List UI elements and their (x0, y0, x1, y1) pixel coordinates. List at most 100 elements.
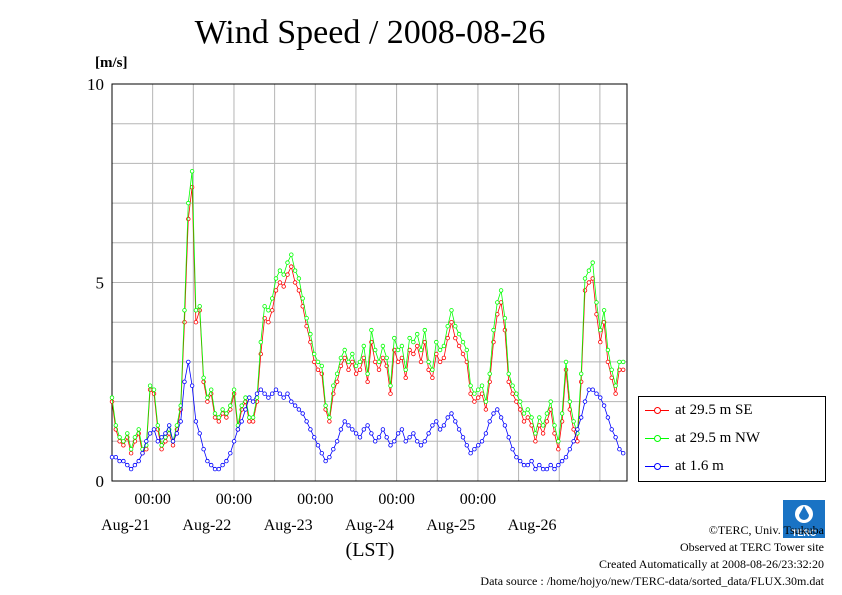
data-point-2 (468, 451, 473, 456)
data-point-0 (506, 379, 511, 384)
data-point-1 (548, 399, 553, 404)
data-point-1 (361, 343, 366, 349)
data-point-1 (292, 268, 298, 273)
data-point-1 (468, 383, 473, 388)
data-point-1 (285, 260, 290, 265)
data-point-0 (388, 391, 393, 396)
data-point-1 (353, 363, 359, 369)
data-point-1 (621, 359, 626, 365)
data-point-0 (598, 339, 603, 345)
data-point-0 (289, 264, 294, 269)
data-point-0 (266, 320, 271, 325)
data-point-1 (220, 407, 225, 412)
data-point-0 (189, 184, 195, 190)
data-point-2 (292, 403, 298, 408)
data-point-0 (510, 391, 515, 396)
data-point-0 (373, 359, 378, 365)
data-point-2 (166, 423, 172, 428)
data-point-2 (556, 462, 561, 468)
data-point-1 (613, 383, 618, 388)
data-point-2 (453, 419, 458, 424)
data-point-1 (289, 252, 294, 257)
data-point-2 (441, 423, 447, 428)
data-point-2 (308, 427, 313, 432)
data-point-2 (350, 427, 355, 432)
data-point-2 (434, 419, 439, 424)
data-point-0 (281, 284, 286, 289)
data-point-0 (277, 280, 283, 285)
x-tick-time-label: 00:00 (378, 491, 414, 508)
data-point-1 (552, 423, 557, 428)
legend: at 29.5 m SE at 29.5 m NW at 1.6 m (638, 396, 826, 482)
data-point-1 (281, 272, 286, 277)
data-point-2 (373, 439, 378, 444)
data-point-1 (193, 308, 199, 313)
data-point-0 (445, 335, 450, 341)
x-tick-time-label: 00:00 (134, 491, 170, 508)
data-point-1 (415, 331, 420, 337)
data-point-1 (609, 367, 614, 372)
data-point-0 (250, 419, 256, 424)
data-point-0 (468, 391, 473, 396)
data-point-0 (159, 447, 164, 452)
data-point-0 (437, 359, 443, 365)
footer-source: Data source : /home/hojyo/new/TERC-data/… (480, 574, 824, 588)
data-point-1 (460, 339, 466, 345)
data-point-0 (575, 439, 580, 444)
data-point-1 (113, 423, 118, 428)
data-point-2 (476, 443, 481, 448)
legend-label-ground: at 1.6 m (675, 457, 724, 474)
data-point-0 (353, 371, 359, 376)
data-point-1 (312, 351, 317, 357)
data-point-1 (395, 347, 401, 353)
data-point-1 (189, 169, 195, 174)
data-point-2 (273, 387, 279, 392)
data-point-2 (258, 387, 263, 392)
data-point-1 (445, 324, 450, 329)
data-point-2 (174, 431, 180, 436)
data-point-1 (479, 383, 485, 388)
data-point-2 (128, 466, 134, 472)
data-point-0 (327, 419, 332, 424)
data-point-0 (411, 351, 416, 357)
footer-copyright: ©TERC, Univ. Tsukuba (708, 523, 824, 537)
data-point-0 (579, 379, 584, 384)
data-point-0 (216, 419, 221, 424)
data-point-2 (182, 379, 187, 384)
x-tick-date-label: Aug-25 (426, 517, 475, 534)
data-point-0 (205, 399, 210, 404)
data-point-1 (540, 423, 546, 428)
data-point-2 (510, 447, 515, 452)
data-point-2 (243, 407, 248, 412)
data-point-1 (224, 411, 229, 416)
data-point-1 (476, 387, 481, 392)
data-point-1 (308, 331, 313, 337)
data-point-0 (621, 367, 626, 372)
data-point-0 (365, 379, 370, 384)
data-point-1 (590, 260, 595, 265)
data-point-2 (437, 427, 443, 432)
data-point-0 (403, 375, 408, 380)
legend-swatch-se (645, 403, 669, 417)
data-point-2 (342, 419, 347, 424)
data-point-1 (605, 347, 611, 353)
data-point-2 (201, 447, 206, 452)
data-point-0 (296, 288, 302, 293)
data-point-2 (479, 439, 485, 444)
data-point-2 (254, 391, 260, 396)
data-point-1 (502, 316, 508, 321)
data-point-1 (243, 395, 248, 400)
data-point-2 (380, 427, 386, 432)
data-point-2 (216, 466, 221, 472)
footer-created: Created Automatically at 2008-08-26/23:3… (599, 557, 824, 571)
data-point-2 (559, 458, 565, 464)
legend-swatch-nw (645, 431, 669, 445)
data-point-0 (117, 439, 122, 444)
data-point-2 (422, 439, 427, 444)
data-point-2 (144, 439, 149, 444)
data-point-1 (582, 276, 588, 281)
data-point-1 (201, 375, 206, 380)
data-point-1 (422, 327, 427, 333)
data-point-2 (518, 458, 523, 464)
